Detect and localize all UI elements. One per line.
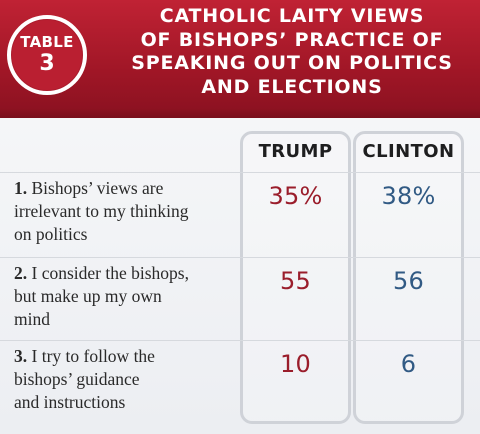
row-label: 1. Bishops’ views are irrelevant to my t… [14,177,238,246]
row-label-line: Bishops’ views are [31,178,164,198]
row-label-line: but make up my own [14,286,162,306]
row-label-line: and instructions [14,392,126,412]
badge-word: TABLE [20,33,74,51]
row-label: 2. I consider the bishops, but make up m… [14,262,238,331]
row-label-line: irrelevant to my thinking [14,201,189,221]
row-label-line: mind [14,309,50,329]
table-badge: TABLE 3 [7,15,87,95]
row-divider [0,172,480,173]
row-divider [0,340,480,341]
row-label: 3. I try to follow the bishops’ guidance… [14,345,238,414]
table-title: CATHOLIC LAITY VIEWS OF BISHOPS’ PRACTIC… [112,5,472,99]
title-line: OF BISHOPS’ PRACTICE OF [140,28,444,51]
table-row: 3. I try to follow the bishops’ guidance… [0,344,480,424]
row-label-line: I try to follow the [31,346,155,366]
row-divider [0,257,480,258]
row-number: 3. [14,346,28,366]
trump-column-header: TRUMP [258,141,333,162]
clinton-value: 56 [393,267,424,295]
row-number: 2. [14,263,28,283]
row-number: 1. [14,178,28,198]
trump-column-frame [240,131,351,424]
header-banner: TABLE 3 CATHOLIC LAITY VIEWS OF BISHOPS’… [0,0,480,118]
column-headers: TRUMP CLINTON [0,139,480,165]
clinton-column-frame [353,131,464,424]
trump-value: 55 [280,267,311,295]
row-label-line: bishops’ guidance [14,369,140,389]
trump-value: 10 [280,350,311,378]
title-line: AND ELECTIONS [201,75,383,98]
clinton-value: 38% [381,182,436,210]
row-label-line: I consider the bishops, [31,263,189,283]
title-line: CATHOLIC LAITY VIEWS [159,5,425,27]
table-row: 1. Bishops’ views are irrelevant to my t… [0,176,480,255]
clinton-column-header: CLINTON [362,141,455,162]
row-label-line: on politics [14,224,88,244]
table-row: 2. I consider the bishops, but make up m… [0,261,480,338]
title-line: SPEAKING OUT ON POLITICS [131,52,453,74]
clinton-value: 6 [400,350,417,378]
trump-value: 35% [268,182,323,210]
badge-number: 3 [39,51,55,76]
